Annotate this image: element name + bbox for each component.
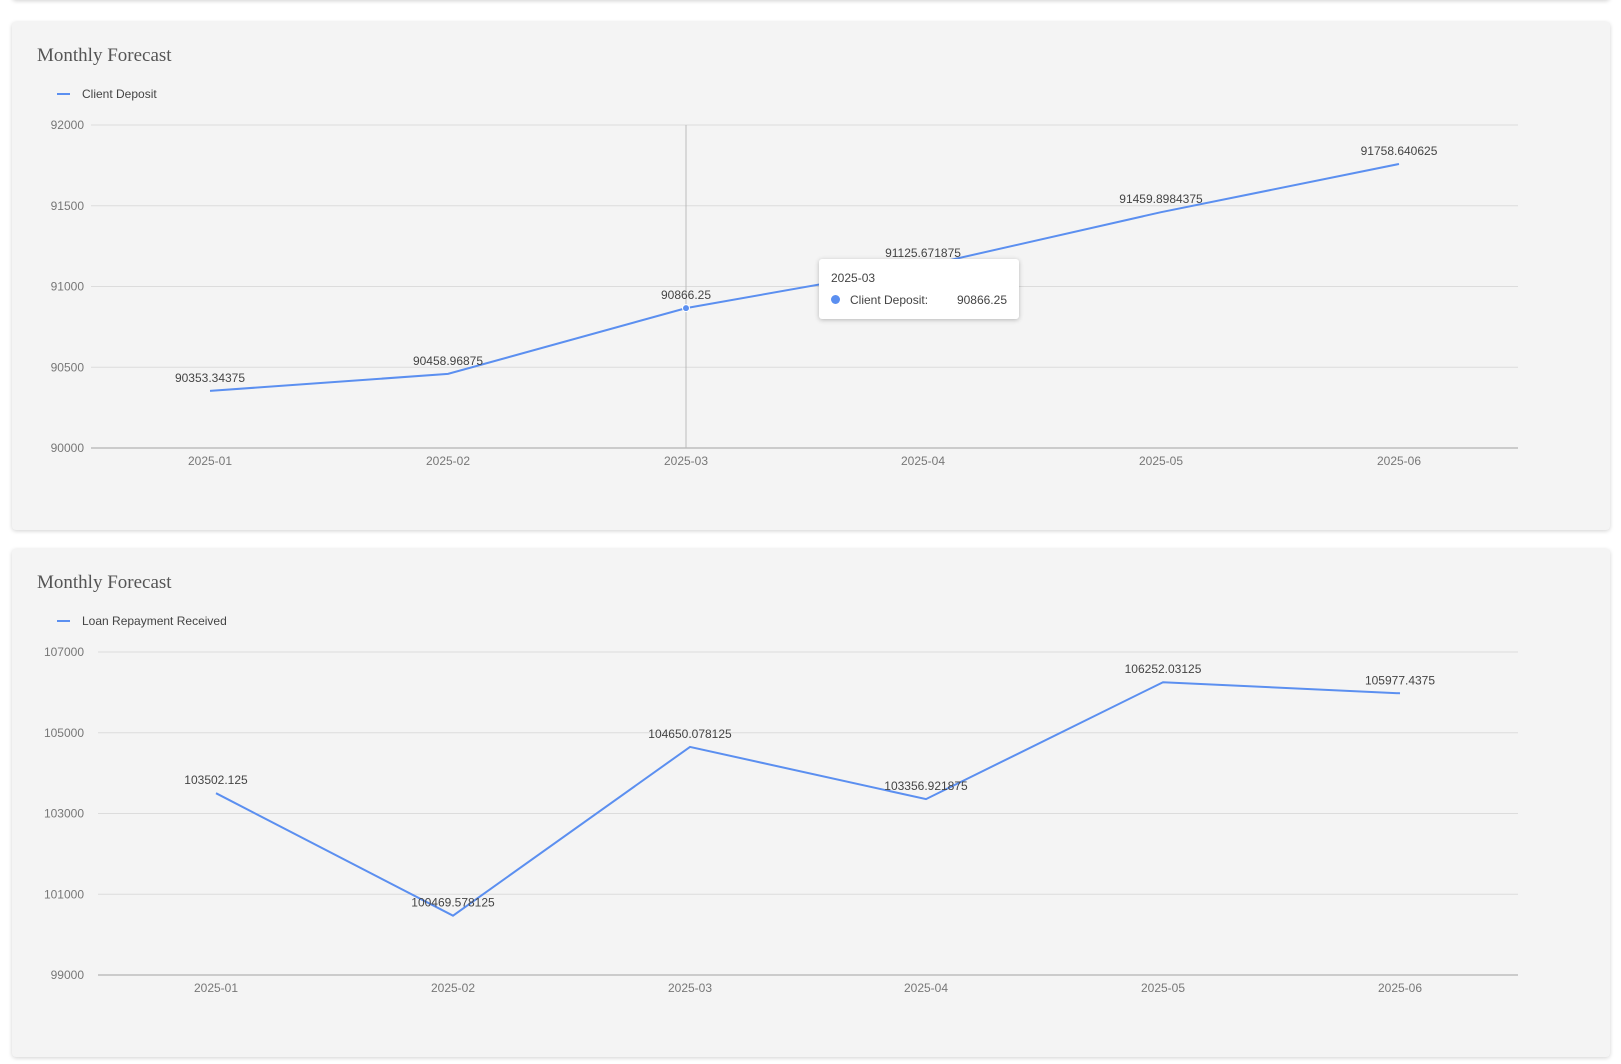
x-tick-label: 2025-05 (1141, 981, 1185, 995)
data-label: 106252.03125 (1125, 662, 1202, 676)
line-chart-client-deposit[interactable]: Client Deposit 92000 91500 91000 90500 90000 2… (12, 22, 1610, 530)
y-tick-label: 101000 (44, 887, 84, 901)
x-tick-label: 2025-02 (426, 454, 470, 468)
data-label: 90458.96875 (413, 354, 483, 368)
series-line (215, 681, 1401, 917)
y-tick-label: 99000 (51, 968, 85, 982)
y-tick-label: 90000 (51, 441, 85, 455)
chart-card-loan-repayment: Monthly Forecast Loan Repayment Received… (12, 549, 1610, 1057)
x-tick-label: 2025-04 (904, 981, 948, 995)
y-tick-label: 90500 (51, 360, 85, 374)
y-tick-label: 91500 (51, 199, 85, 213)
data-label: 103356.921875 (884, 779, 968, 793)
data-label: 91125.671875 (885, 246, 961, 260)
chart-card-client-deposit: Monthly Forecast Client Deposit 92000 9150… (12, 22, 1610, 530)
data-label: 91459.8984375 (1119, 192, 1203, 206)
legend-label: Client Deposit (82, 87, 157, 101)
x-tick-label: 2025-01 (188, 454, 232, 468)
y-tick-label: 107000 (44, 645, 84, 659)
line-chart-loan-repayment[interactable]: Loan Repayment Received 107000 105000 10300… (12, 549, 1610, 1057)
data-label: 100469.578125 (411, 896, 495, 910)
x-tick-label: 2025-06 (1377, 454, 1421, 468)
data-label: 91758.640625 (1361, 144, 1438, 158)
x-tick-label: 2025-06 (1378, 981, 1422, 995)
x-tick-label: 2025-02 (431, 981, 475, 995)
data-label: 103502.125 (184, 773, 248, 787)
chart-title: Monthly Forecast (37, 572, 172, 593)
data-label: 104650.078125 (648, 727, 732, 741)
chart-tooltip: 2025-03 Client Deposit: 90866.25 (819, 259, 1019, 319)
x-tick-label: 2025-03 (664, 454, 708, 468)
x-tick-label: 2025-04 (901, 454, 945, 468)
tooltip-category: 2025-03 (831, 271, 876, 285)
data-point-highlight (682, 304, 690, 313)
y-tick-label: 92000 (51, 118, 85, 132)
x-tick-label: 2025-03 (668, 981, 712, 995)
x-tick-label: 2025-01 (194, 981, 238, 995)
data-label: 105977.4375 (1365, 673, 1435, 687)
data-label: 90866.25 (661, 288, 711, 302)
x-tick-label: 2025-05 (1139, 454, 1183, 468)
y-tick-label: 103000 (44, 807, 84, 821)
tooltip-value: 90866.25 (956, 293, 1007, 307)
data-label: 90353.34375 (175, 371, 245, 385)
series-line (209, 163, 1400, 392)
y-tick-label: 105000 (44, 726, 84, 740)
tooltip-series-name: Client Deposit: (850, 293, 929, 307)
chart-title: Monthly Forecast (37, 45, 172, 66)
legend-label: Loan Repayment Received (82, 614, 227, 628)
y-tick-label: 91000 (51, 280, 85, 294)
tooltip-series-dot (831, 295, 840, 304)
